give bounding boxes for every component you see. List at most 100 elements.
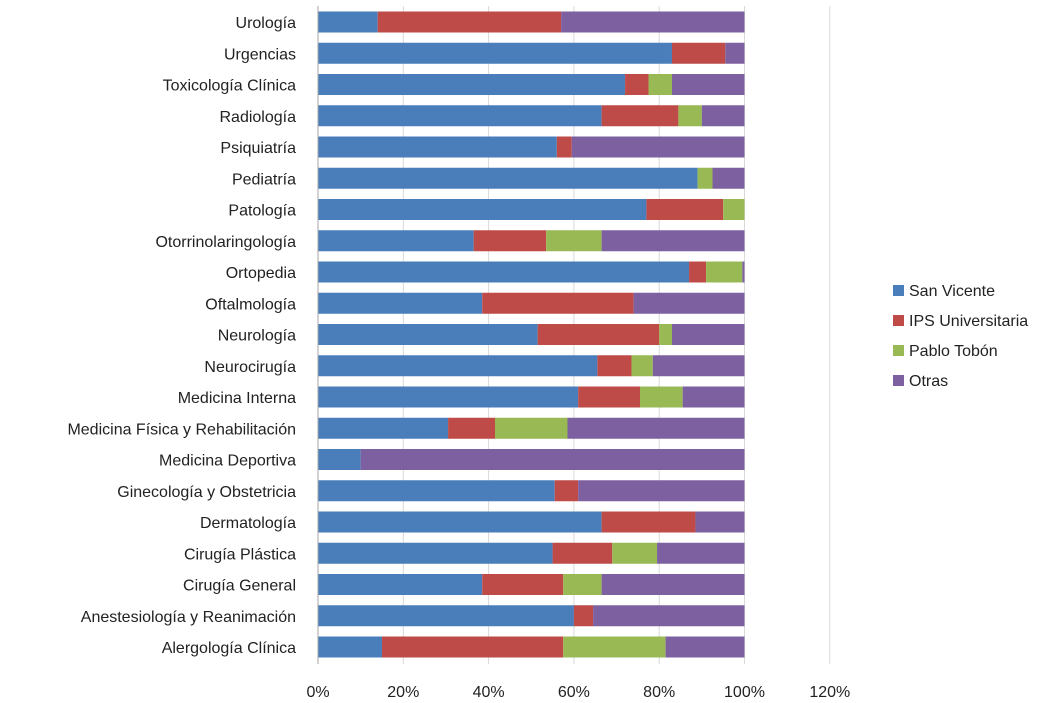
bar-segment-san-vicente bbox=[318, 167, 698, 189]
legend-swatch bbox=[893, 375, 904, 386]
bars bbox=[318, 11, 745, 658]
bar-segment-ips-universitaria bbox=[597, 355, 632, 377]
category-label: Cirugía General bbox=[183, 578, 296, 595]
legend-label: IPS Universitaria bbox=[909, 313, 1028, 330]
x-tick-label: 60% bbox=[558, 684, 590, 701]
bar-segment-ips-universitaria bbox=[381, 636, 564, 658]
bar-segment-ips-universitaria bbox=[601, 511, 696, 533]
bar-segment-otras bbox=[682, 386, 745, 408]
bar-segment-ips-universitaria bbox=[573, 605, 594, 627]
bar-segment-san-vicente bbox=[318, 574, 483, 595]
bar-segment-ips-universitaria bbox=[601, 105, 679, 127]
bar-segment-pablo-tobón bbox=[563, 574, 602, 595]
bar-segment-otras bbox=[578, 480, 745, 502]
legend-swatch bbox=[893, 345, 904, 356]
category-labels: Urología Urgencias Toxicología Clínica Radi… bbox=[67, 15, 296, 657]
bar-segment-san-vicente bbox=[318, 42, 672, 64]
legend: San Vicente IPS Universitaria Pablo Tobón O… bbox=[893, 283, 1028, 390]
bar-segment-otras bbox=[601, 574, 745, 595]
bar-segment-ips-universitaria bbox=[377, 11, 562, 33]
bar-segment-san-vicente bbox=[318, 355, 598, 377]
bar-segment-otras bbox=[671, 74, 745, 95]
bar-segment-otras bbox=[665, 636, 745, 658]
category-label: Psiquiatría bbox=[220, 140, 296, 157]
category-label: Medicina Deportiva bbox=[159, 453, 296, 470]
bar-segment-ips-universitaria bbox=[537, 324, 660, 345]
bar-segment-san-vicente bbox=[318, 136, 557, 158]
bar-segment-otras bbox=[695, 511, 745, 533]
bar-segment-pablo-tobón bbox=[697, 167, 713, 189]
x-tick-label: 0% bbox=[306, 684, 329, 701]
category-label: Urología bbox=[236, 15, 297, 32]
bar-segment-ips-universitaria bbox=[482, 292, 634, 314]
bar-segment-ips-universitaria bbox=[556, 136, 572, 158]
bar-segment-ips-universitaria bbox=[552, 542, 613, 564]
bar-segment-otras bbox=[360, 449, 745, 470]
bar-segment-otras bbox=[561, 11, 745, 33]
bar-segment-pablo-tobón bbox=[494, 417, 568, 439]
legend-swatch bbox=[893, 285, 904, 296]
bar-segment-ips-universitaria bbox=[473, 230, 547, 252]
bar-segment-otras bbox=[671, 324, 745, 345]
category-label: Anestesiología y Reanimación bbox=[81, 609, 296, 626]
bar-segment-san-vicente bbox=[318, 105, 602, 127]
bar-segment-pablo-tobón bbox=[678, 105, 702, 127]
bar-segment-ips-universitaria bbox=[578, 386, 641, 408]
bar-segment-san-vicente bbox=[318, 74, 626, 95]
x-tick-label: 100% bbox=[724, 684, 765, 701]
bar-segment-otras bbox=[701, 105, 745, 127]
bar-segment-otras bbox=[725, 42, 745, 64]
category-label: Ginecología y Obstetricia bbox=[117, 484, 296, 501]
bar-segment-pablo-tobón bbox=[640, 386, 683, 408]
category-label: Dermatología bbox=[200, 515, 296, 532]
bar-segment-otras bbox=[601, 230, 745, 252]
category-label: Patología bbox=[228, 203, 296, 220]
x-tick-label: 80% bbox=[643, 684, 675, 701]
bar-segment-ips-universitaria bbox=[625, 74, 649, 95]
bar-segment-ips-universitaria bbox=[482, 574, 564, 595]
legend-label: Pablo Tobón bbox=[909, 343, 998, 360]
bar-segment-pablo-tobón bbox=[706, 261, 743, 283]
x-tick-label: 40% bbox=[473, 684, 505, 701]
bar-segment-otras bbox=[567, 417, 745, 439]
bar-segment-pablo-tobón bbox=[659, 324, 672, 345]
bar-segment-san-vicente bbox=[318, 636, 382, 658]
bar-segment-pablo-tobón bbox=[723, 199, 745, 220]
bar-segment-san-vicente bbox=[318, 449, 361, 470]
bar-segment-san-vicente bbox=[318, 386, 579, 408]
bar-segment-ips-universitaria bbox=[689, 261, 707, 283]
bar-segment-san-vicente bbox=[318, 261, 690, 283]
category-label: Otorrinolaringología bbox=[155, 234, 296, 251]
x-tick-label: 20% bbox=[387, 684, 419, 701]
bar-segment-san-vicente bbox=[318, 199, 647, 220]
category-label: Radiología bbox=[220, 109, 297, 126]
bar-segment-ips-universitaria bbox=[554, 480, 579, 502]
bar-segment-san-vicente bbox=[318, 542, 553, 564]
bar-segment-san-vicente bbox=[318, 292, 483, 314]
bar-segment-otras bbox=[657, 542, 745, 564]
category-label: Neurología bbox=[218, 328, 296, 345]
bar-segment-pablo-tobón bbox=[612, 542, 658, 564]
bar-segment-san-vicente bbox=[318, 230, 474, 252]
bar-segment-otras bbox=[652, 355, 745, 377]
bar-segment-pablo-tobón bbox=[631, 355, 653, 377]
bar-segment-san-vicente bbox=[318, 511, 602, 533]
category-label: Medicina Física y Rehabilitación bbox=[67, 421, 296, 438]
bar-segment-ips-universitaria bbox=[646, 199, 724, 220]
category-label: Cirugía Plástica bbox=[184, 546, 296, 563]
bar-segment-san-vicente bbox=[318, 480, 555, 502]
bar-segment-otras bbox=[633, 292, 745, 314]
category-label: Toxicología Clínica bbox=[163, 78, 297, 95]
x-tick-labels: 0% 20% 40% 60% 80% 100% 120% bbox=[306, 684, 850, 701]
x-tick-label: 120% bbox=[809, 684, 850, 701]
bar-segment-pablo-tobón bbox=[563, 636, 666, 658]
bar-segment-ips-universitaria bbox=[448, 417, 495, 439]
bar-segment-san-vicente bbox=[318, 324, 538, 345]
category-label: Oftalmología bbox=[205, 296, 296, 313]
bar-segment-pablo-tobón bbox=[648, 74, 672, 95]
bar-segment-pablo-tobón bbox=[546, 230, 602, 252]
category-label: Ortopedia bbox=[226, 265, 296, 282]
bar-segment-san-vicente bbox=[318, 11, 378, 33]
category-label: Neurocirugía bbox=[204, 359, 296, 376]
